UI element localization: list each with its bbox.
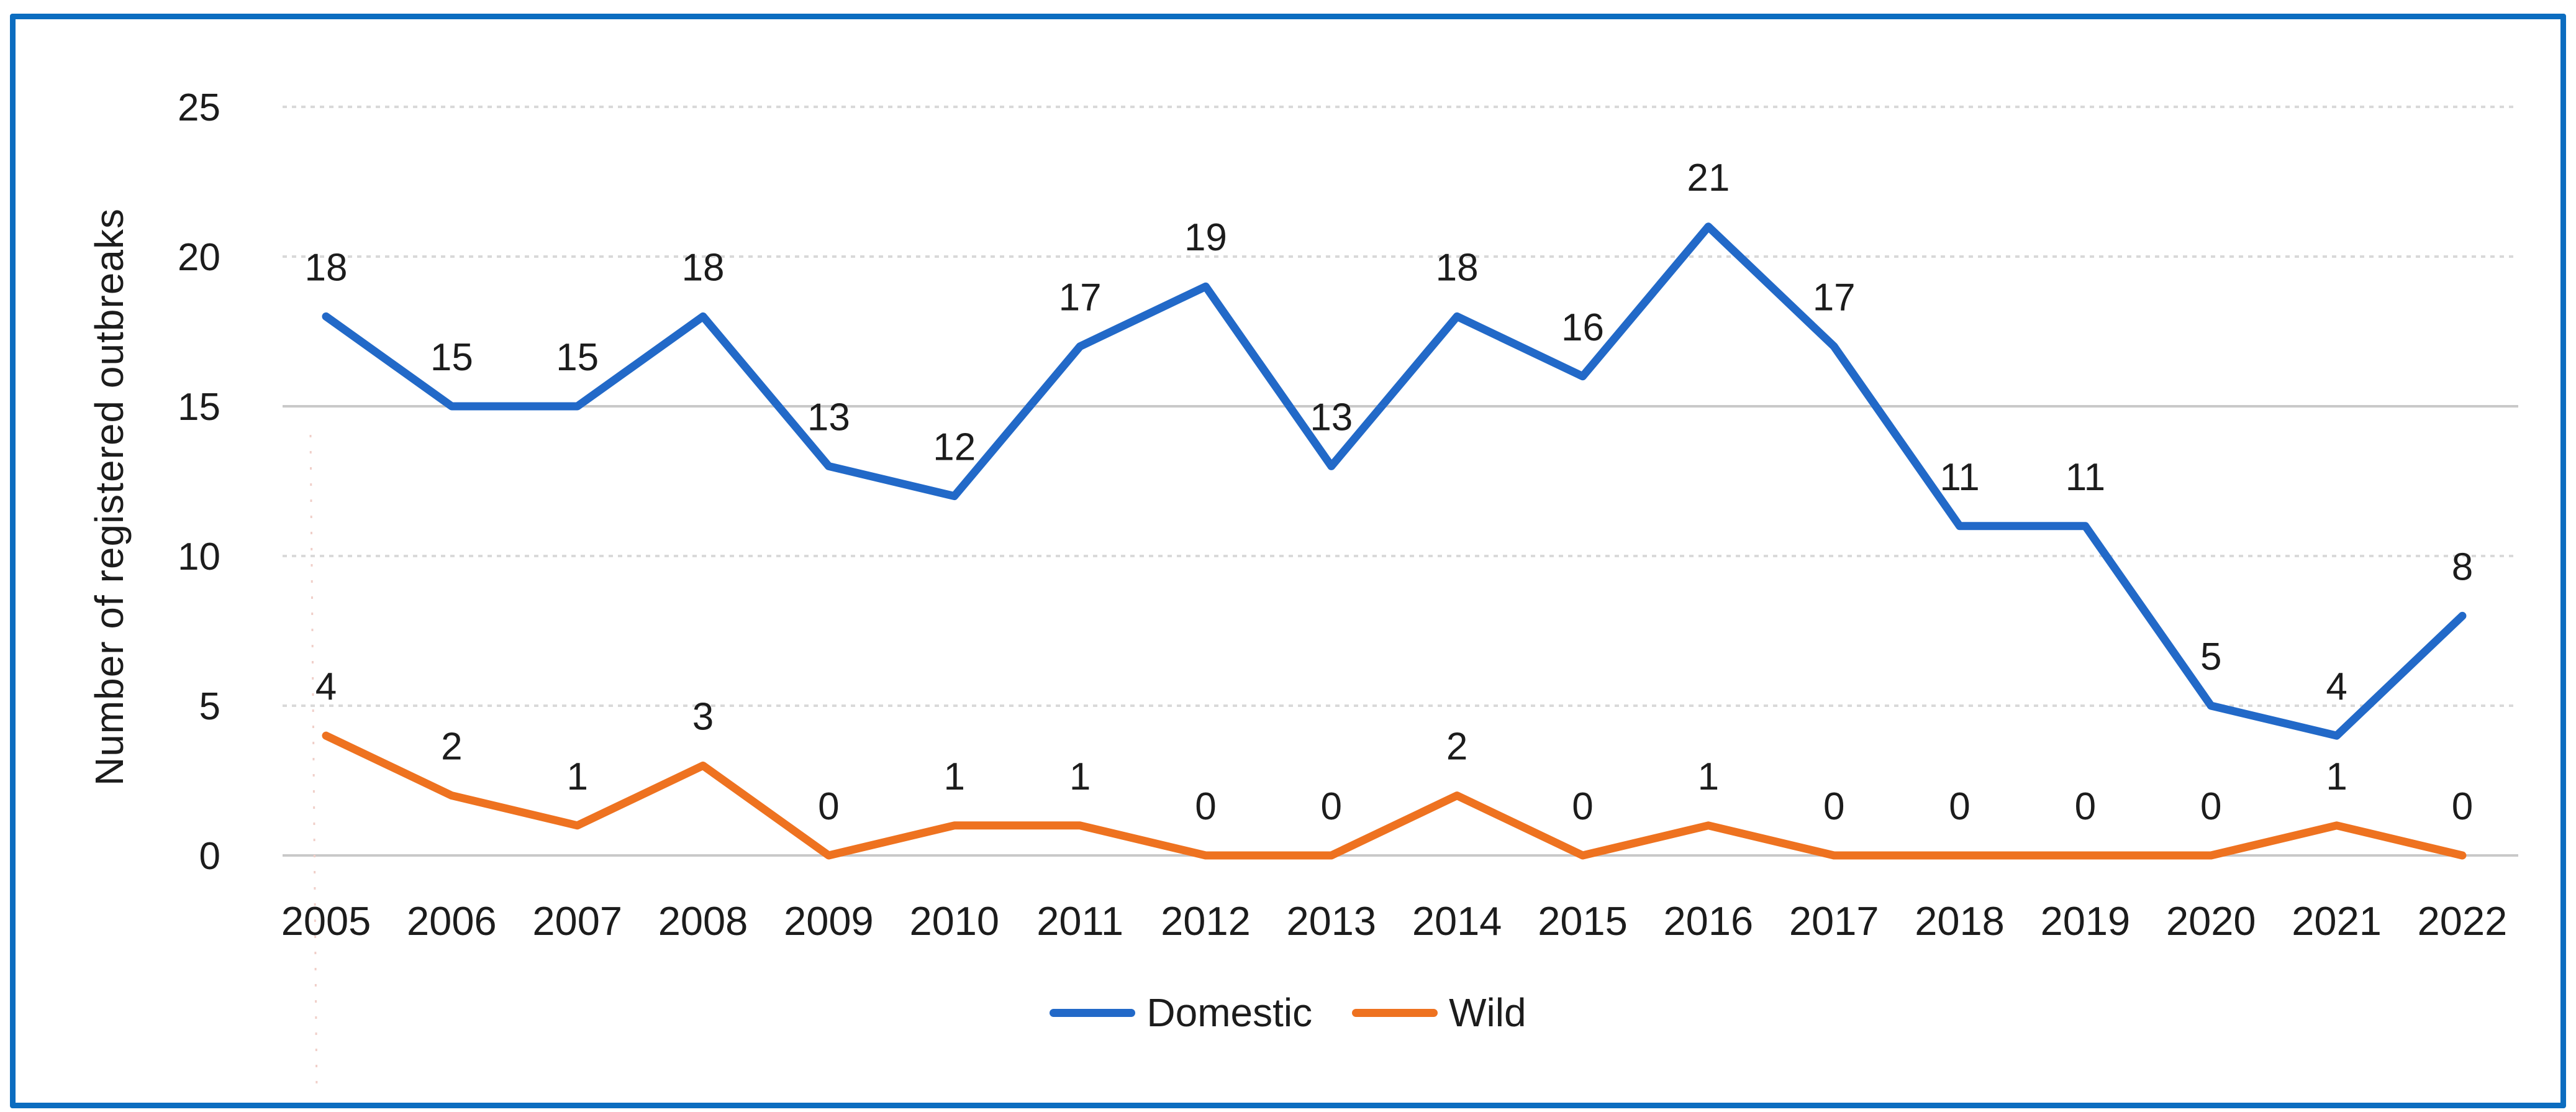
- legend-label-domestic: Domestic: [1146, 990, 1313, 1035]
- y-tick-label-15: 15: [178, 386, 220, 429]
- wild-data-label-2009: 0: [818, 785, 839, 828]
- domestic-data-label-2009: 13: [807, 396, 850, 439]
- wild-data-label-2019: 0: [2075, 785, 2096, 828]
- x-tick-label-2007: 2007: [532, 898, 622, 944]
- domestic-data-label-2020: 5: [2200, 636, 2221, 678]
- wild-data-label-2021: 1: [2326, 755, 2347, 798]
- legend-item-wild: Wild: [1352, 990, 1526, 1036]
- x-tick-label-2016: 2016: [1664, 898, 1754, 944]
- wild-data-label-2005: 4: [315, 665, 337, 708]
- legend-label-wild: Wild: [1449, 990, 1526, 1035]
- x-tick-label-2019: 2019: [2041, 898, 2131, 944]
- wild-data-label-2017: 0: [1823, 785, 1844, 828]
- x-tick-label-2015: 2015: [1538, 898, 1628, 944]
- x-tick-label-2017: 2017: [1789, 898, 1879, 944]
- domestic-data-label-2005: 18: [305, 246, 348, 289]
- x-tick-label-2005: 2005: [281, 898, 371, 944]
- x-tick-label-2012: 2012: [1161, 898, 1251, 944]
- x-tick-label-2020: 2020: [2166, 898, 2256, 944]
- wild-data-label-2013: 0: [1321, 785, 1342, 828]
- domestic-data-label-2017: 17: [1813, 276, 1856, 319]
- wild-data-label-2007: 1: [566, 755, 587, 798]
- legend: Domestic Wild: [0, 985, 2576, 1041]
- wild-data-label-2006: 2: [441, 726, 462, 768]
- domestic-data-label-2019: 11: [2066, 456, 2105, 499]
- x-tick-label-2010: 2010: [909, 898, 999, 944]
- y-tick-label-20: 20: [178, 236, 220, 279]
- wild-data-label-2015: 0: [1572, 785, 1593, 828]
- y-tick-label-5: 5: [199, 685, 220, 728]
- domestic-line-swatch: [1050, 1008, 1136, 1017]
- wild-line-swatch: [1352, 1008, 1438, 1017]
- wild-data-label-2020: 0: [2200, 785, 2221, 828]
- wild-series-line: [322, 731, 2467, 860]
- domestic-data-label-2021: 4: [2326, 665, 2347, 708]
- wild-data-label-2010: 1: [944, 755, 965, 798]
- domestic-series-line: [322, 222, 2467, 740]
- domestic-data-label-2018: 11: [1939, 456, 1979, 499]
- wild-data-label-2018: 0: [1949, 785, 1970, 828]
- x-tick-label-2021: 2021: [2292, 898, 2382, 944]
- x-tick-label-2008: 2008: [658, 898, 748, 944]
- x-tick-label-2022: 2022: [2418, 898, 2508, 944]
- domestic-data-label-2008: 18: [682, 246, 725, 289]
- x-tick-label-2014: 2014: [1412, 898, 1502, 944]
- domestic-data-label-2022: 8: [2452, 545, 2473, 588]
- x-tick-label-2018: 2018: [1915, 898, 2005, 944]
- chart-frame: [10, 14, 2566, 1108]
- domestic-data-label-2015: 16: [1561, 306, 1604, 349]
- wild-data-label-2011: 1: [1069, 755, 1091, 798]
- domestic-data-label-2016: 21: [1687, 157, 1730, 199]
- domestic-data-label-2006: 15: [430, 336, 473, 379]
- y-tick-label-10: 10: [178, 535, 220, 578]
- y-axis-title: Number of registered outbreaks: [87, 208, 132, 786]
- domestic-data-label-2013: 13: [1310, 396, 1353, 439]
- y-tick-label-25: 25: [178, 86, 220, 129]
- legend-item-domestic: Domestic: [1050, 990, 1312, 1036]
- wild-data-label-2012: 0: [1195, 785, 1216, 828]
- wild-data-label-2014: 2: [1446, 726, 1467, 768]
- wild-data-label-2016: 1: [1698, 755, 1719, 798]
- domestic-data-label-2010: 12: [933, 426, 976, 469]
- x-tick-label-2013: 2013: [1286, 898, 1376, 944]
- domestic-data-label-2007: 15: [556, 336, 599, 379]
- wild-data-label-2008: 3: [692, 695, 714, 738]
- x-tick-label-2009: 2009: [784, 898, 874, 944]
- wild-data-label-2022: 0: [2452, 785, 2473, 828]
- y-tick-label-0: 0: [199, 835, 220, 878]
- x-tick-label-2006: 2006: [407, 898, 497, 944]
- x-tick-label-2011: 2011: [1036, 898, 1123, 944]
- domestic-data-label-2011: 17: [1059, 276, 1102, 319]
- domestic-data-label-2014: 18: [1436, 246, 1479, 289]
- domestic-data-label-2012: 19: [1184, 216, 1227, 259]
